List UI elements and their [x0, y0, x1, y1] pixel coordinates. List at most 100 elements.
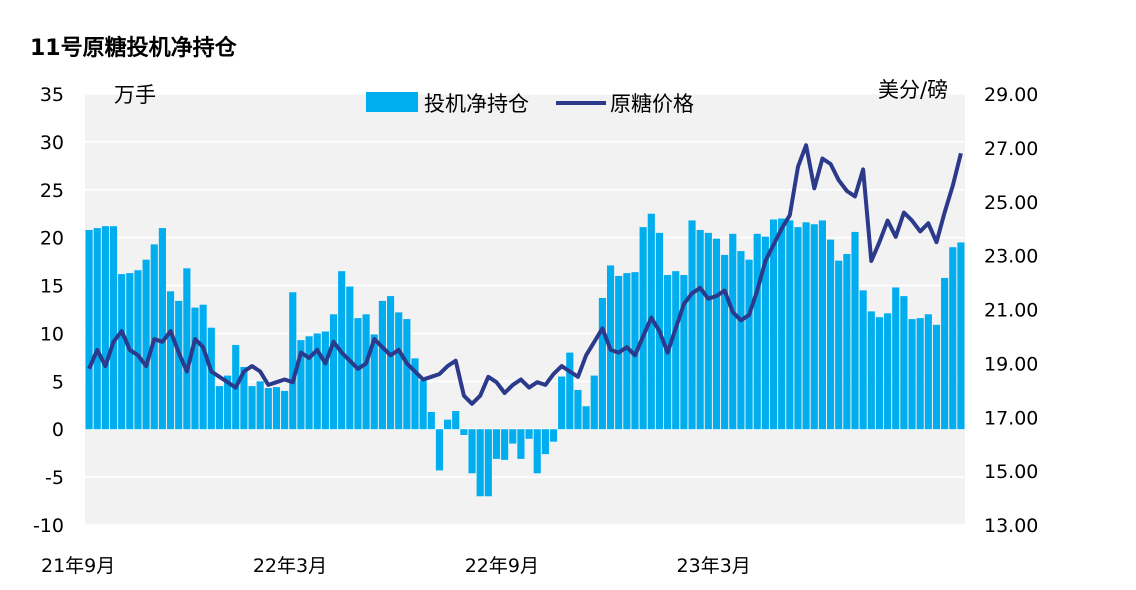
net-position-bar: [696, 230, 704, 430]
net-position-bar: [566, 352, 574, 430]
net-position-bar: [142, 259, 150, 430]
net-position-bar: [851, 231, 859, 430]
net-position-bar: [395, 312, 403, 430]
net-position-bar: [256, 381, 264, 430]
x-tick-label: 22年3月: [253, 555, 327, 577]
left-axis-unit: 万手: [114, 83, 156, 107]
net-position-bar: [818, 220, 826, 430]
net-position-bar: [875, 317, 884, 430]
right-tick-label: 15.00: [984, 461, 1038, 483]
net-position-bar: [191, 307, 199, 430]
net-position-bar: [769, 219, 778, 430]
net-position-bar: [867, 311, 875, 430]
net-position-bar: [150, 244, 158, 430]
right-tick-label: 23.00: [984, 246, 1038, 268]
net-position-bar: [272, 387, 281, 430]
net-position-bar: [281, 390, 289, 430]
left-tick-label: 30: [40, 132, 64, 154]
net-position-bar: [582, 406, 590, 430]
net-position-bar: [476, 429, 484, 497]
net-position-bar: [802, 222, 810, 430]
net-position-bar: [623, 273, 631, 430]
net-position-bar: [199, 304, 207, 430]
net-position-bar: [533, 429, 541, 474]
net-position-bar: [183, 268, 191, 430]
net-position-bar: [778, 218, 786, 430]
net-position-bar: [224, 375, 232, 430]
right-tick-label: 19.00: [984, 353, 1038, 375]
net-position-bar: [427, 411, 435, 430]
right-tick-label: 25.00: [984, 192, 1038, 214]
net-position-bar: [900, 296, 908, 430]
net-position-bar: [916, 318, 924, 430]
right-tick-label: 17.00: [984, 407, 1038, 429]
net-position-bar: [85, 230, 93, 430]
left-tick-label: 15: [40, 276, 64, 298]
net-position-bar: [134, 270, 142, 430]
net-position-bar: [166, 291, 175, 430]
net-position-bar: [639, 227, 647, 430]
net-position-bar: [745, 259, 753, 430]
net-position-bar: [403, 319, 411, 430]
net-position-bar: [729, 233, 737, 430]
net-position-bar: [859, 290, 867, 430]
net-position-bar: [810, 224, 818, 430]
net-position-bar: [941, 277, 949, 430]
net-position-bar: [248, 386, 256, 430]
net-position-bar: [509, 429, 517, 444]
net-position-bar: [680, 275, 688, 430]
net-position-bar: [297, 340, 305, 430]
net-position-bar: [118, 274, 126, 430]
net-position-bar: [215, 386, 224, 430]
right-tick-label: 27.00: [984, 138, 1038, 160]
net-position-bar: [289, 292, 297, 430]
net-position-bar: [93, 228, 101, 430]
net-position-bar: [207, 327, 215, 430]
right-axis-unit: 美分/磅: [878, 78, 948, 102]
net-position-bar: [501, 429, 509, 460]
net-position-bar: [549, 429, 558, 442]
x-tick-label: 23年3月: [677, 555, 751, 577]
net-position-bar: [378, 300, 386, 430]
net-position-bar: [949, 247, 957, 430]
net-position-bar: [484, 429, 492, 497]
net-position-bar: [386, 296, 395, 430]
left-tick-label: -5: [45, 467, 64, 489]
net-position-bar: [558, 376, 566, 430]
net-position-bar: [240, 366, 248, 430]
legend-label-bars: 投机净持仓: [424, 92, 529, 116]
left-axis: 35 30 25 20 15 10 5 0 -5 -10: [33, 84, 64, 537]
net-position-bar: [158, 228, 166, 430]
net-position-bar: [517, 429, 525, 459]
net-position-bar: [444, 419, 452, 430]
net-position-bar: [574, 389, 582, 430]
net-position-bar: [492, 429, 501, 459]
net-position-bar: [753, 233, 761, 430]
legend-swatch-bars: [366, 92, 418, 112]
chart-title: 11号原糖投机净持仓: [30, 36, 237, 61]
right-axis: 29.00 27.00 25.00 23.00 21.00 19.00 17.00 15.00…: [984, 84, 1038, 537]
right-tick-label: 29.00: [984, 84, 1038, 106]
net-position-bar: [101, 226, 109, 430]
net-position-bar: [346, 286, 354, 430]
right-tick-label: 13.00: [984, 515, 1038, 537]
net-position-bar: [721, 254, 729, 430]
net-position-bar: [370, 334, 378, 430]
net-position-bar: [843, 253, 851, 430]
net-position-bar: [419, 380, 427, 430]
left-tick-label: 0: [52, 419, 64, 441]
x-tick-label: 21年9月: [41, 555, 115, 577]
net-position-bar: [932, 324, 941, 430]
plot-area: [85, 94, 965, 525]
left-tick-label: -10: [33, 515, 64, 537]
net-position-bar: [712, 238, 721, 430]
sugar-price-line: [87, 143, 963, 406]
net-position-bar: [884, 313, 892, 430]
net-position-bar: [786, 220, 794, 430]
net-position-bar: [354, 318, 362, 430]
left-tick-label: 5: [52, 371, 64, 393]
net-position-bar: [452, 411, 460, 430]
net-position-bar: [737, 251, 745, 430]
net-position-bar: [835, 260, 843, 430]
